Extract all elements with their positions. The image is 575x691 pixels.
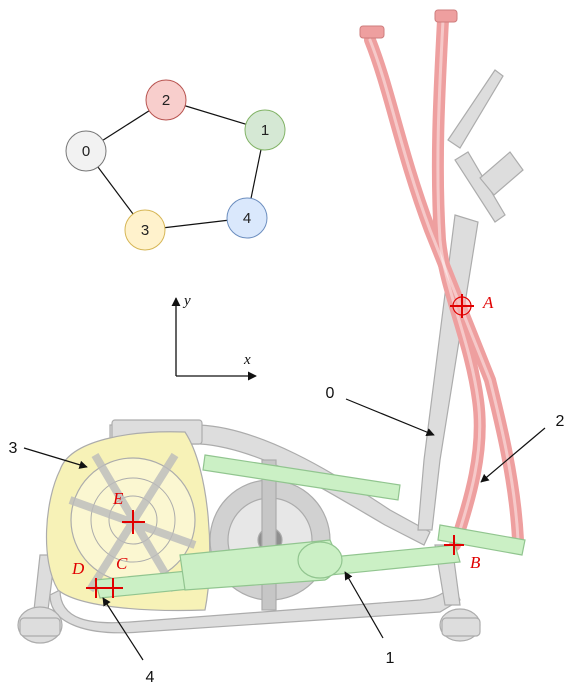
pedal-bar-part-1 — [94, 454, 526, 599]
graph-node-2: 2 — [145, 79, 187, 121]
point-B-marker — [444, 535, 464, 555]
callout-2-arrow — [480, 427, 546, 483]
part-2-label: 2 — [556, 413, 565, 430]
graph-node-2-label: 2 — [162, 92, 170, 109]
y-axis-label: y⃗ — [182, 293, 202, 309]
point-D-marker — [86, 578, 106, 598]
callout-1-arrow — [344, 571, 384, 639]
part-0-label: 0 — [326, 385, 335, 402]
part-3-label: 3 — [9, 440, 18, 457]
graph-node-0-label: 0 — [82, 143, 90, 160]
point-A-label: A — [482, 293, 494, 312]
point-labels: A B E D C — [71, 293, 494, 578]
point-A-marker — [450, 294, 474, 318]
graph-node-3: 3 — [124, 209, 166, 251]
callout-4-arrow — [102, 597, 144, 661]
point-D-label: D — [71, 559, 85, 578]
machine-illustration — [17, 9, 526, 644]
callout-0-arrow — [345, 398, 435, 437]
callout-3-arrow — [23, 447, 88, 469]
part-callouts — [23, 398, 546, 661]
graph-node-1-label: 1 — [261, 122, 269, 139]
graph-node-4: 4 — [226, 197, 268, 239]
point-E-label: E — [112, 489, 124, 508]
graph-node-3-label: 3 — [141, 222, 149, 239]
point-B-label: B — [470, 553, 481, 572]
connectivity-graph: 0 2 1 4 3 — [65, 79, 286, 251]
graph-node-0: 0 — [65, 130, 107, 172]
coordinate-axes: y⃗ x⃗ — [171, 293, 262, 381]
point-E-marker — [122, 510, 145, 534]
point-C-label: C — [116, 554, 128, 573]
part-labels: 0 2 3 1 4 — [9, 385, 565, 686]
graph-node-4-label: 4 — [243, 210, 251, 227]
point-markers — [86, 294, 474, 598]
x-axis-label: x⃗ — [243, 352, 262, 368]
part-1-label: 1 — [386, 650, 395, 667]
point-C-marker — [103, 578, 123, 598]
part-4-label: 4 — [146, 669, 155, 686]
graph-node-1: 1 — [244, 109, 286, 151]
